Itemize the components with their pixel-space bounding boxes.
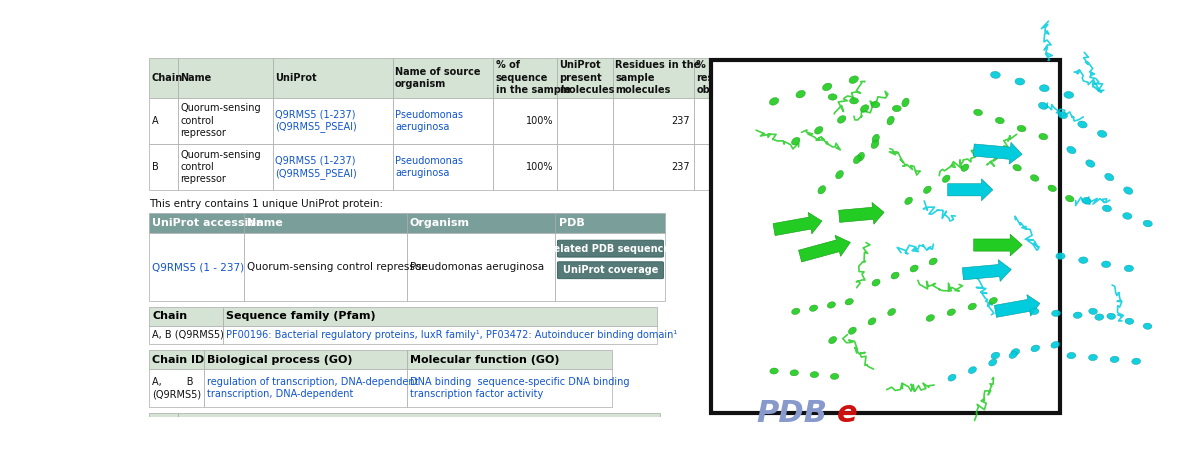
Ellipse shape [991, 352, 1000, 359]
Ellipse shape [1011, 349, 1020, 355]
Bar [694, 144, 758, 190]
Ellipse shape [1125, 318, 1134, 324]
Text: UniProt coverage: UniProt coverage [563, 265, 658, 275]
Ellipse shape [1103, 205, 1111, 212]
Ellipse shape [1082, 197, 1091, 204]
Text: Name: Name [181, 73, 212, 83]
Bar [557, 98, 612, 144]
Ellipse shape [795, 90, 805, 98]
Ellipse shape [769, 368, 778, 374]
Bar [712, 60, 1060, 413]
Ellipse shape [1073, 312, 1083, 318]
Ellipse shape [829, 336, 837, 344]
Ellipse shape [1031, 345, 1040, 352]
Bar [149, 432, 178, 463]
Ellipse shape [1031, 175, 1039, 181]
Bar [149, 351, 203, 369]
Bar [203, 351, 407, 369]
Bar [612, 58, 694, 98]
Ellipse shape [1065, 195, 1074, 202]
Text: A, B: A, B [152, 443, 170, 452]
Bar [407, 233, 556, 301]
FancyArrow shape [773, 212, 821, 235]
Ellipse shape [902, 98, 909, 107]
Text: Pseudomonas
aeruginosa: Pseudomonas aeruginosa [395, 110, 463, 132]
Ellipse shape [849, 327, 856, 334]
FancyArrow shape [799, 235, 850, 262]
Ellipse shape [1052, 310, 1060, 316]
Text: UniProt: UniProt [275, 73, 317, 83]
Ellipse shape [1095, 314, 1104, 320]
Bar [493, 58, 557, 98]
Ellipse shape [891, 272, 900, 279]
Ellipse shape [1009, 351, 1018, 358]
Ellipse shape [988, 359, 996, 366]
Bar [694, 58, 758, 98]
Bar [149, 307, 223, 326]
Ellipse shape [1064, 91, 1073, 98]
FancyArrow shape [994, 294, 1040, 317]
Text: 237: 237 [671, 116, 690, 126]
Ellipse shape [1131, 358, 1141, 365]
Ellipse shape [1015, 78, 1025, 85]
Ellipse shape [831, 373, 839, 380]
Ellipse shape [991, 72, 1000, 78]
Ellipse shape [892, 105, 901, 112]
Text: PF00196: Bacterial regulatory proteins, luxR family¹, PF03472: Autoinducer bindi: PF00196: Bacterial regulatory proteins, … [226, 330, 677, 340]
Text: Q9RMS5 (1-237)
(Q9RMS5_PSEAI): Q9RMS5 (1-237) (Q9RMS5_PSEAI) [275, 109, 357, 132]
Text: Q9RMS5 (1-237)
(Q9RMS5_PSEAI): Q9RMS5 (1-237) (Q9RMS5_PSEAI) [275, 155, 357, 179]
Bar [612, 144, 694, 190]
Bar [149, 213, 243, 233]
Bar [149, 413, 178, 432]
Text: regulation of transcription, DNA-dependent
transcription, DNA-dependent: regulation of transcription, DNA-depende… [207, 377, 418, 399]
Ellipse shape [1056, 253, 1065, 259]
Text: Chain: Chain [151, 73, 183, 83]
Text: 100%: 100% [526, 162, 553, 172]
Bar [149, 326, 223, 344]
Text: % of
residues
observed: % of residues observed [696, 60, 747, 95]
Ellipse shape [1089, 354, 1097, 361]
Ellipse shape [845, 299, 853, 305]
Ellipse shape [929, 258, 937, 265]
FancyArrow shape [839, 203, 884, 224]
Ellipse shape [837, 116, 846, 123]
Ellipse shape [1067, 352, 1076, 359]
Text: DNA binding  sequence-specific DNA binding
transcription factor activity: DNA binding sequence-specific DNA bindin… [410, 377, 629, 399]
Text: Related PDB sequences: Related PDB sequences [546, 244, 675, 254]
Ellipse shape [1018, 125, 1026, 132]
FancyArrow shape [948, 179, 993, 201]
FancyArrow shape [974, 234, 1022, 256]
Ellipse shape [868, 318, 876, 325]
Text: 100%: 100% [526, 116, 553, 126]
Ellipse shape [849, 76, 858, 83]
Ellipse shape [1086, 160, 1095, 167]
Ellipse shape [1143, 323, 1152, 329]
Text: Quorum-sensing
control
repressor: Quorum-sensing control repressor [181, 103, 261, 138]
Text: This entry contains 1 unique UniProt protein:: This entry contains 1 unique UniProt pro… [149, 199, 383, 209]
Ellipse shape [1013, 164, 1021, 171]
Ellipse shape [948, 374, 956, 381]
Text: A,        B
(Q9RMS5): A, B (Q9RMS5) [152, 377, 201, 399]
Ellipse shape [927, 314, 935, 322]
Ellipse shape [827, 302, 836, 308]
Bar [273, 144, 392, 190]
Bar [493, 144, 557, 190]
Ellipse shape [823, 83, 832, 91]
Bar [392, 58, 493, 98]
Ellipse shape [818, 186, 826, 194]
Bar [557, 58, 612, 98]
Text: 98%: 98% [733, 162, 754, 172]
Ellipse shape [1067, 146, 1076, 154]
Bar [178, 58, 273, 98]
Bar [694, 98, 758, 144]
Ellipse shape [989, 298, 998, 304]
Ellipse shape [904, 197, 913, 205]
Bar [243, 213, 407, 233]
Ellipse shape [850, 98, 858, 104]
Bar [493, 98, 557, 144]
Ellipse shape [888, 308, 896, 315]
Ellipse shape [974, 109, 982, 116]
Ellipse shape [886, 116, 895, 125]
Ellipse shape [810, 372, 819, 378]
Bar [612, 98, 694, 144]
